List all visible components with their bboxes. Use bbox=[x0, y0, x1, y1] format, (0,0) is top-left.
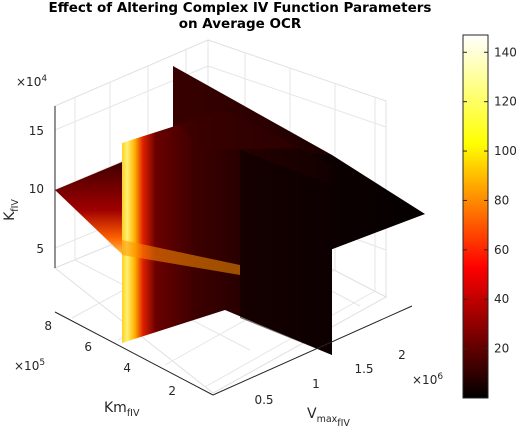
colorbar-gradient bbox=[462, 34, 489, 399]
y-tick-label: 2 bbox=[168, 384, 176, 398]
z-axis-exponent: ×104 bbox=[16, 74, 47, 89]
x-tick-label: 1.5 bbox=[354, 362, 373, 376]
z-axis-label: KfIV bbox=[2, 199, 21, 221]
colorbar-tick-label: 120 bbox=[494, 95, 516, 109]
y-tick-label: 4 bbox=[123, 361, 131, 375]
colorbar-tick-label: 140 bbox=[494, 45, 516, 59]
colorbar: 20 40 60 80 100 120 140 bbox=[462, 34, 516, 399]
z-axis-ticks: 5 10 15 bbox=[29, 124, 44, 256]
slice-planes bbox=[55, 66, 425, 355]
x-tick-label: 2 bbox=[398, 348, 406, 362]
colorbar-tick-label: 60 bbox=[494, 243, 509, 257]
z-tick-label: 15 bbox=[29, 124, 44, 138]
colorbar-tick-label: 80 bbox=[494, 193, 509, 207]
colorbar-tick-label: 20 bbox=[494, 342, 509, 356]
z-tick-label: 10 bbox=[29, 182, 44, 196]
z-tick-label: 5 bbox=[36, 242, 44, 256]
y-tick-label: 8 bbox=[44, 319, 52, 333]
chart-title-line-2: on Average OCR bbox=[179, 16, 302, 32]
y-axis-label: KmfIV bbox=[104, 400, 140, 419]
y-axis-ticks: 2 4 6 8 bbox=[44, 319, 176, 398]
chart-title-line-1: Effect of Altering Complex IV Function P… bbox=[49, 0, 432, 16]
x-tick-label: 1 bbox=[312, 377, 320, 391]
y-tick-label: 6 bbox=[84, 340, 92, 354]
x-tick-label: 0.5 bbox=[254, 393, 273, 407]
colorbar-tick-label: 40 bbox=[494, 292, 509, 306]
y-axis-exponent: ×105 bbox=[14, 358, 45, 373]
x-axis-label: VmaxfIV bbox=[307, 406, 350, 429]
x-axis-ticks: 0.5 1 1.5 2 bbox=[254, 348, 405, 407]
x-axis-exponent: ×106 bbox=[412, 372, 443, 387]
colorbar-tick-label: 100 bbox=[494, 144, 516, 158]
